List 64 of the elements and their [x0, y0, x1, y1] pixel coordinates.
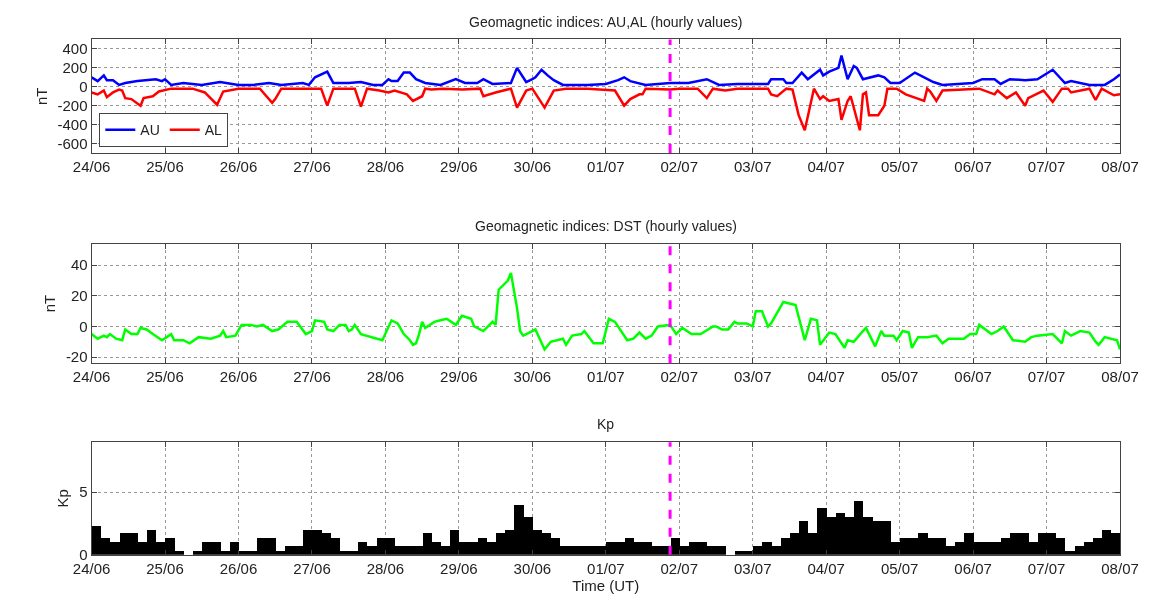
x-tick-label: 06/07: [954, 559, 992, 577]
y-tick-label: 20: [70, 287, 88, 305]
y-tick-label: -400: [57, 115, 88, 133]
x-tick-label: 05/07: [880, 368, 919, 386]
x-tick-label: 07/07: [1027, 559, 1066, 577]
x-tick-label: 26/06: [219, 368, 258, 386]
x-tick-label: 28/06: [366, 157, 405, 175]
y-tick-label: -20: [65, 348, 88, 366]
x-tick-label: 27/06: [293, 368, 331, 386]
x-tick-label: 05/07: [880, 559, 919, 577]
chart-title: Geomagnetic indices: AU,AL (hourly values): [469, 14, 743, 30]
x-tick-label: 29/06: [440, 157, 478, 175]
y-tick-label: -600: [57, 134, 88, 152]
y-tick-label: 400: [62, 40, 88, 58]
y-axis-title: nT: [32, 87, 50, 105]
x-tick-label: 30/06: [513, 559, 552, 577]
x-tick-label: 28/06: [366, 368, 405, 386]
x-tick-label: 25/06: [146, 157, 184, 175]
y-axis-title: nT: [41, 294, 59, 313]
chart-title: Geomagnetic indices: DST (hourly values): [475, 218, 737, 234]
x-tick-label: 03/07: [733, 368, 772, 386]
legend-label: AL: [204, 122, 223, 139]
x-tick-label: 06/07: [954, 157, 992, 175]
x-tick-label: 01/07: [587, 157, 625, 175]
x-tick-label: 04/07: [807, 157, 845, 175]
legend-label: AU: [140, 122, 160, 139]
x-tick-label: 03/07: [733, 157, 772, 175]
x-tick-label: 06/07: [954, 368, 992, 386]
x-tick-label: 04/07: [807, 559, 845, 577]
x-tick-label: 30/06: [513, 368, 552, 386]
x-tick-label: 04/07: [807, 368, 845, 386]
x-tick-label: 29/06: [440, 368, 478, 386]
x-tick-label: 24/06: [72, 157, 111, 175]
x-tick-label: 08/07: [1101, 157, 1139, 175]
x-tick-label: 07/07: [1027, 368, 1066, 386]
y-tick-label: 40: [70, 256, 88, 274]
x-tick-label: 08/07: [1101, 559, 1139, 577]
x-tick-label: 28/06: [366, 559, 405, 577]
x-tick-label: 02/07: [660, 559, 699, 577]
x-tick-label: 05/07: [880, 157, 919, 175]
x-tick-label: 26/06: [219, 157, 258, 175]
x-tick-label: 02/07: [660, 368, 699, 386]
x-tick-label: 03/07: [733, 559, 772, 577]
y-axis-title: Kp: [54, 489, 72, 508]
y-tick-label: 0: [79, 78, 88, 96]
x-tick-label: 07/07: [1027, 157, 1066, 175]
x-tick-label: 26/06: [219, 559, 258, 577]
x-tick-label: 25/06: [146, 559, 184, 577]
x-tick-label: 02/07: [660, 157, 699, 175]
y-tick-label: -200: [57, 96, 88, 114]
x-tick-label: 01/07: [587, 559, 625, 577]
y-tick-label: 200: [62, 59, 88, 77]
chart-title: Kp: [597, 416, 615, 432]
x-tick-label: 01/07: [587, 368, 625, 386]
y-tick-label: 5: [79, 483, 88, 501]
x-tick-label: 27/06: [293, 157, 331, 175]
x-tick-label: 25/06: [146, 368, 184, 386]
x-axis-title: Time (UT): [572, 576, 640, 594]
x-tick-label: 30/06: [513, 157, 552, 175]
x-tick-label: 27/06: [293, 559, 331, 577]
x-tick-label: 08/07: [1101, 368, 1139, 386]
y-tick-label: 0: [79, 317, 88, 335]
x-tick-label: 24/06: [72, 368, 111, 386]
x-tick-label: 29/06: [440, 559, 478, 577]
